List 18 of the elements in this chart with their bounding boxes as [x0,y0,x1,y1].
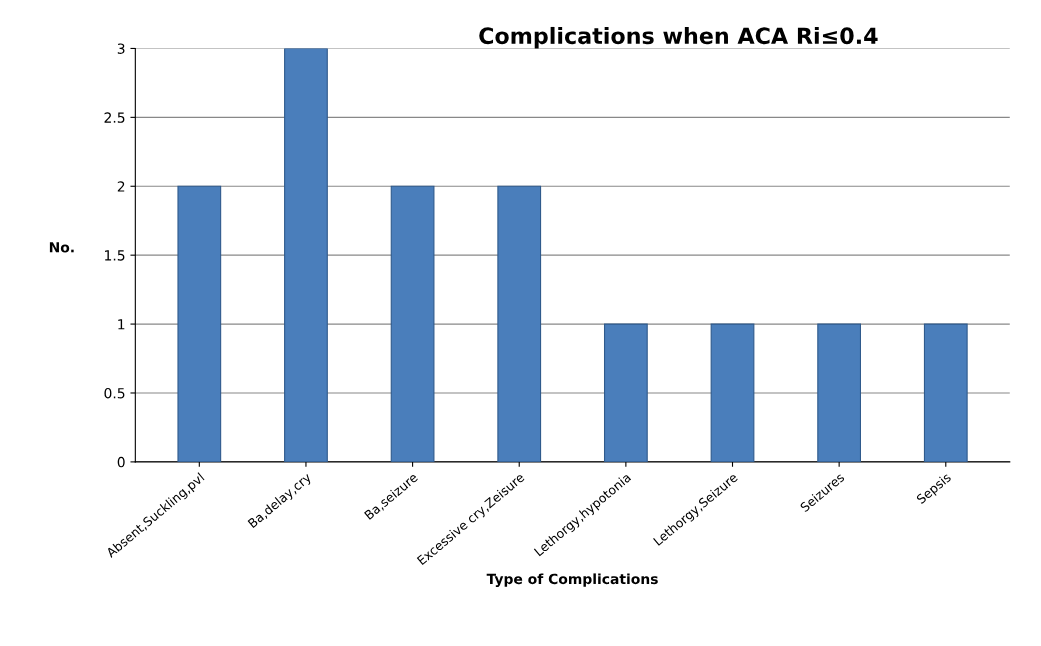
y-tick-label: 1 [118,319,125,330]
bar [923,323,968,462]
y-tick-label: 0.5 [104,387,125,399]
bar [497,185,542,462]
y-tick-label: 2 [117,181,125,192]
bar [390,185,435,462]
y-tick-label: 3 [117,43,125,54]
y-tick-label: 2.5 [104,112,125,123]
x-axis-title: Type of Complications [486,573,658,587]
y-axis-title: No. [49,242,74,253]
chart-title: Complications when ACA Ri≤0.4 [479,26,878,49]
bar [817,323,862,462]
y-tick-label: 0 [117,456,125,468]
bar [177,185,222,462]
bar [284,48,328,462]
bar [710,323,755,462]
y-tick-label: 1.5 [105,250,125,261]
bar [603,323,648,462]
